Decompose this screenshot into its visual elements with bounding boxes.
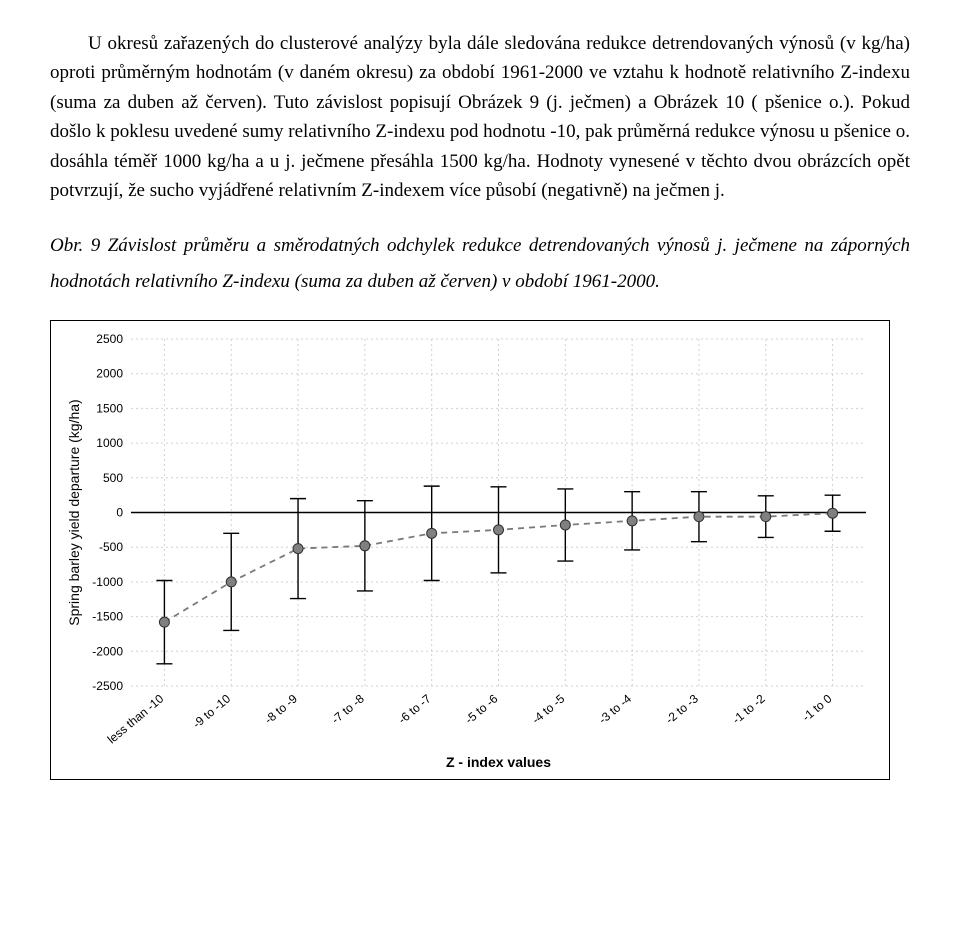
svg-text:-8 to -9: -8 to -9 [262, 691, 300, 726]
svg-text:-1500: -1500 [92, 609, 123, 623]
svg-text:-6 to -7: -6 to -7 [395, 691, 433, 726]
svg-text:less than -10: less than -10 [105, 691, 167, 746]
svg-text:-5 to -6: -5 to -6 [462, 691, 500, 726]
svg-text:1500: 1500 [96, 401, 123, 415]
svg-text:-1000: -1000 [92, 575, 123, 589]
svg-text:2500: 2500 [96, 332, 123, 346]
chart-svg: -2500 -2000 -1500 -1000 -500 0 500 1000 1500 2000… [51, 321, 889, 779]
svg-text:0: 0 [116, 505, 123, 519]
svg-text:-2 to -3: -2 to -3 [663, 691, 701, 726]
svg-text:-1 to -2: -1 to -2 [730, 691, 768, 726]
svg-text:-7 to -8: -7 to -8 [329, 691, 367, 726]
svg-text:Spring barley yield departure: Spring barley yield departure (kg/ha) [66, 399, 82, 625]
figure-9-chart: -2500 -2000 -1500 -1000 -500 0 500 1000 1500 2000… [50, 320, 890, 780]
svg-text:-1 to 0: -1 to 0 [799, 691, 834, 724]
figure-caption: Obr. 9 Závislost průměru a směrodatných … [50, 228, 910, 300]
svg-text:-2500: -2500 [92, 679, 123, 693]
svg-text:-9 to -10: -9 to -10 [190, 691, 233, 731]
svg-text:2000: 2000 [96, 367, 123, 381]
svg-text:500: 500 [103, 471, 123, 485]
svg-text:-4 to -5: -4 to -5 [529, 691, 567, 726]
svg-text:Z - index values: Z - index values [446, 754, 551, 770]
svg-text:-2000: -2000 [92, 644, 123, 658]
svg-text:-500: -500 [99, 540, 123, 554]
svg-text:-3 to -4: -3 to -4 [596, 691, 634, 726]
svg-text:1000: 1000 [96, 436, 123, 450]
body-paragraph: U okresů zařazených do clusterové analýz… [50, 29, 910, 206]
